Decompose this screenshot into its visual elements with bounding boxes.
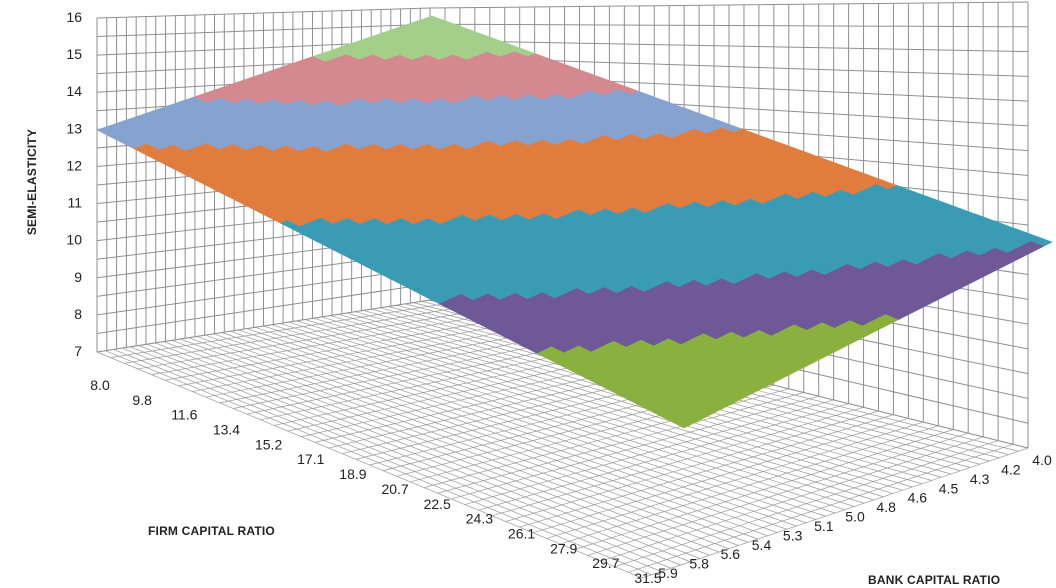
bank-tick-label: 5.0 — [845, 509, 865, 525]
floor-gridline — [464, 399, 834, 505]
z-tick-label: 9 — [74, 269, 82, 285]
floor-gridline — [601, 436, 984, 562]
floor-gridline — [263, 325, 836, 514]
bank-tick-label: 4.6 — [908, 490, 928, 506]
firm-tick-label: 9.8 — [132, 392, 152, 408]
x-axis-title: FIRM CAPITAL RATIO — [148, 524, 275, 538]
floor-gridline — [532, 418, 909, 534]
z-tick-label: 11 — [67, 195, 82, 211]
floor-gridline — [546, 421, 924, 539]
floor-gridline — [288, 321, 865, 504]
firm-tick-label: 13.4 — [213, 422, 240, 438]
wall-level-line — [96, 1, 1029, 19]
bank-tick-label: 4.0 — [1032, 452, 1052, 468]
z-tick-label: 10 — [66, 232, 82, 248]
z-tick-label: 12 — [66, 157, 82, 173]
z-tick-label: 16 — [66, 9, 82, 25]
bank-axis-ticks: 5.9 5.8 5.6 5.4 5.3 5.1 5.0 4.8 4.6 4.5 4.3 4.2 4.0 — [658, 452, 1052, 581]
bank-tick-label: 4.8 — [876, 499, 896, 515]
firm-tick-label: 22.5 — [424, 496, 451, 512]
wall-level-line — [96, 23, 1029, 38]
firm-tick-label: 31.5 — [634, 570, 661, 586]
z-tick-label: 13 — [66, 120, 82, 136]
bank-tick-label: 5.4 — [752, 537, 772, 553]
floor-gridline — [330, 315, 913, 488]
firm-tick-label: 20.7 — [381, 481, 408, 497]
surface-bands — [96, 15, 1053, 429]
firm-tick-label: 29.7 — [592, 555, 619, 571]
bank-tick-label: 5.8 — [689, 556, 709, 572]
z-tick-label: 7 — [74, 343, 82, 359]
firm-tick-label: 26.1 — [508, 525, 535, 541]
floor-gridline — [573, 429, 954, 551]
floor-gridline — [519, 414, 894, 528]
firm-tick-label: 15.2 — [255, 436, 282, 452]
bank-tick-label: 4.5 — [939, 480, 959, 496]
floor-gridline — [437, 392, 804, 494]
firm-tick-label: 18.9 — [339, 466, 366, 482]
y-axis-title: BANK CAPITAL RATIO — [868, 573, 1000, 587]
firm-tick-label: 27.9 — [550, 540, 577, 556]
firm-tick-label: 11.6 — [171, 407, 197, 423]
wall-level-line — [96, 299, 1029, 449]
bank-tick-label: 4.2 — [1001, 461, 1021, 477]
bank-tick-label: 5.1 — [814, 518, 834, 534]
floor-gridline — [451, 395, 819, 500]
bank-tick-label: 5.3 — [783, 527, 803, 543]
floor-gridline — [505, 410, 879, 522]
floor-gridline — [587, 432, 969, 556]
floor-gridline — [614, 440, 999, 568]
floor-gridline — [271, 324, 845, 511]
z-axis-ticks: 7 8 9 10 11 12 13 14 15 16 — [66, 9, 82, 359]
wall-level-line — [96, 39, 1029, 56]
firm-tick-label: 8.0 — [90, 377, 110, 393]
floor-gridline — [478, 403, 849, 511]
floor-gridline — [280, 323, 855, 507]
floor-gridline — [492, 406, 864, 517]
floor-gridline — [641, 447, 1029, 579]
z-tick-label: 8 — [74, 306, 82, 322]
floor-gridline — [628, 443, 1014, 573]
floor-gridline — [296, 320, 874, 501]
firm-tick-label: 17.1 — [297, 451, 324, 467]
z-tick-label: 14 — [66, 83, 82, 99]
z-axis-title: SEMI-ELASTICITY — [25, 129, 39, 235]
z-tick-label: 15 — [66, 46, 82, 62]
floor-gridline — [305, 319, 884, 498]
surface-cell — [1030, 236, 1053, 247]
bank-tick-label: 5.9 — [658, 565, 678, 581]
firm-tick-label: 24.3 — [466, 511, 493, 527]
floor-gridline — [560, 425, 939, 545]
floor-gridline — [313, 317, 894, 494]
floor-gridline — [321, 316, 903, 491]
bank-tick-label: 5.6 — [721, 546, 741, 562]
firm-axis-ticks: 8.0 9.8 11.6 13.4 15.2 17.1 18.9 20.7 22.5 24.3 26… — [90, 377, 662, 586]
bank-tick-label: 4.3 — [970, 471, 990, 487]
